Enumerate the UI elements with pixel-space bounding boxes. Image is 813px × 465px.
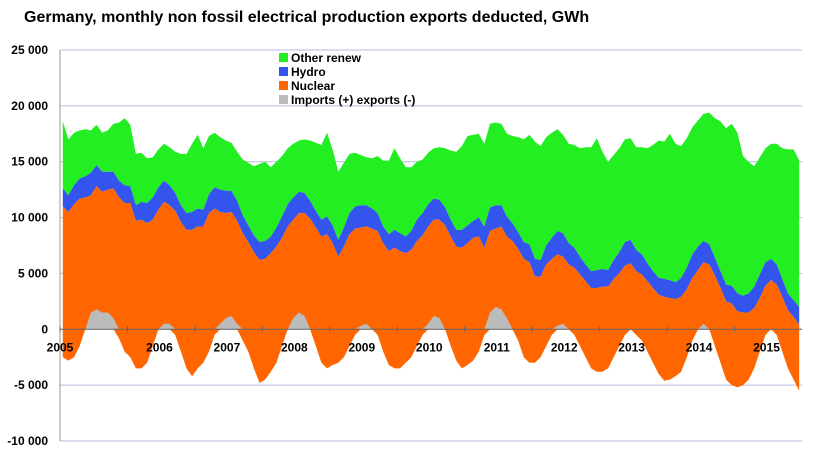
x-tick-label-9: 2014: [686, 340, 713, 354]
x-tick-label-10: 2015: [753, 340, 780, 354]
x-tick-label-5: 2010: [416, 340, 443, 354]
y-tick-label-4: 5 000: [18, 266, 48, 280]
legend-label-1: Hydro: [291, 65, 326, 79]
axes: [59, 50, 802, 441]
legend-label-2: Nuclear: [291, 79, 335, 93]
x-tick-label-2: 2007: [214, 340, 241, 354]
legend-swatch-2: [279, 81, 288, 90]
x-tick-label-8: 2013: [618, 340, 645, 354]
area-nuclear: [62, 186, 800, 391]
legend-label-3: Imports (+) exports (-): [291, 93, 415, 107]
legend-swatch-3: [279, 95, 288, 104]
legend-label-0: Other renew: [291, 51, 362, 65]
x-tick-label-6: 2011: [484, 340, 510, 354]
y-tick-label-5: 0: [41, 322, 48, 336]
legend-swatch-0: [279, 53, 288, 62]
x-tick-label-7: 2012: [551, 340, 578, 354]
x-tick-label-3: 2008: [281, 340, 308, 354]
legend-swatch-1: [279, 67, 288, 76]
y-tick-label-3: 10 000: [11, 211, 48, 225]
y-tick-label-2: 15 000: [11, 155, 48, 169]
area-series-group: [62, 112, 800, 391]
y-tick-label-1: 20 000: [11, 99, 48, 113]
tick-labels: 25 000 20 000 15 000 10 000 5 000 0 -5 000 -10 …: [7, 43, 780, 448]
x-tick-label-1: 2006: [146, 340, 173, 354]
x-tick-label-4: 2009: [348, 340, 375, 354]
area-imports-exports: [62, 306, 800, 330]
y-tick-label-6: -5 000: [14, 378, 48, 392]
y-tick-label-7: -10 000: [7, 434, 48, 448]
x-tick-label-0: 2005: [47, 340, 74, 354]
area-other-renew: [62, 112, 800, 307]
y-tick-label-0: 25 000: [11, 43, 48, 57]
chart-title: Germany, monthly non fossil electrical p…: [24, 9, 590, 26]
